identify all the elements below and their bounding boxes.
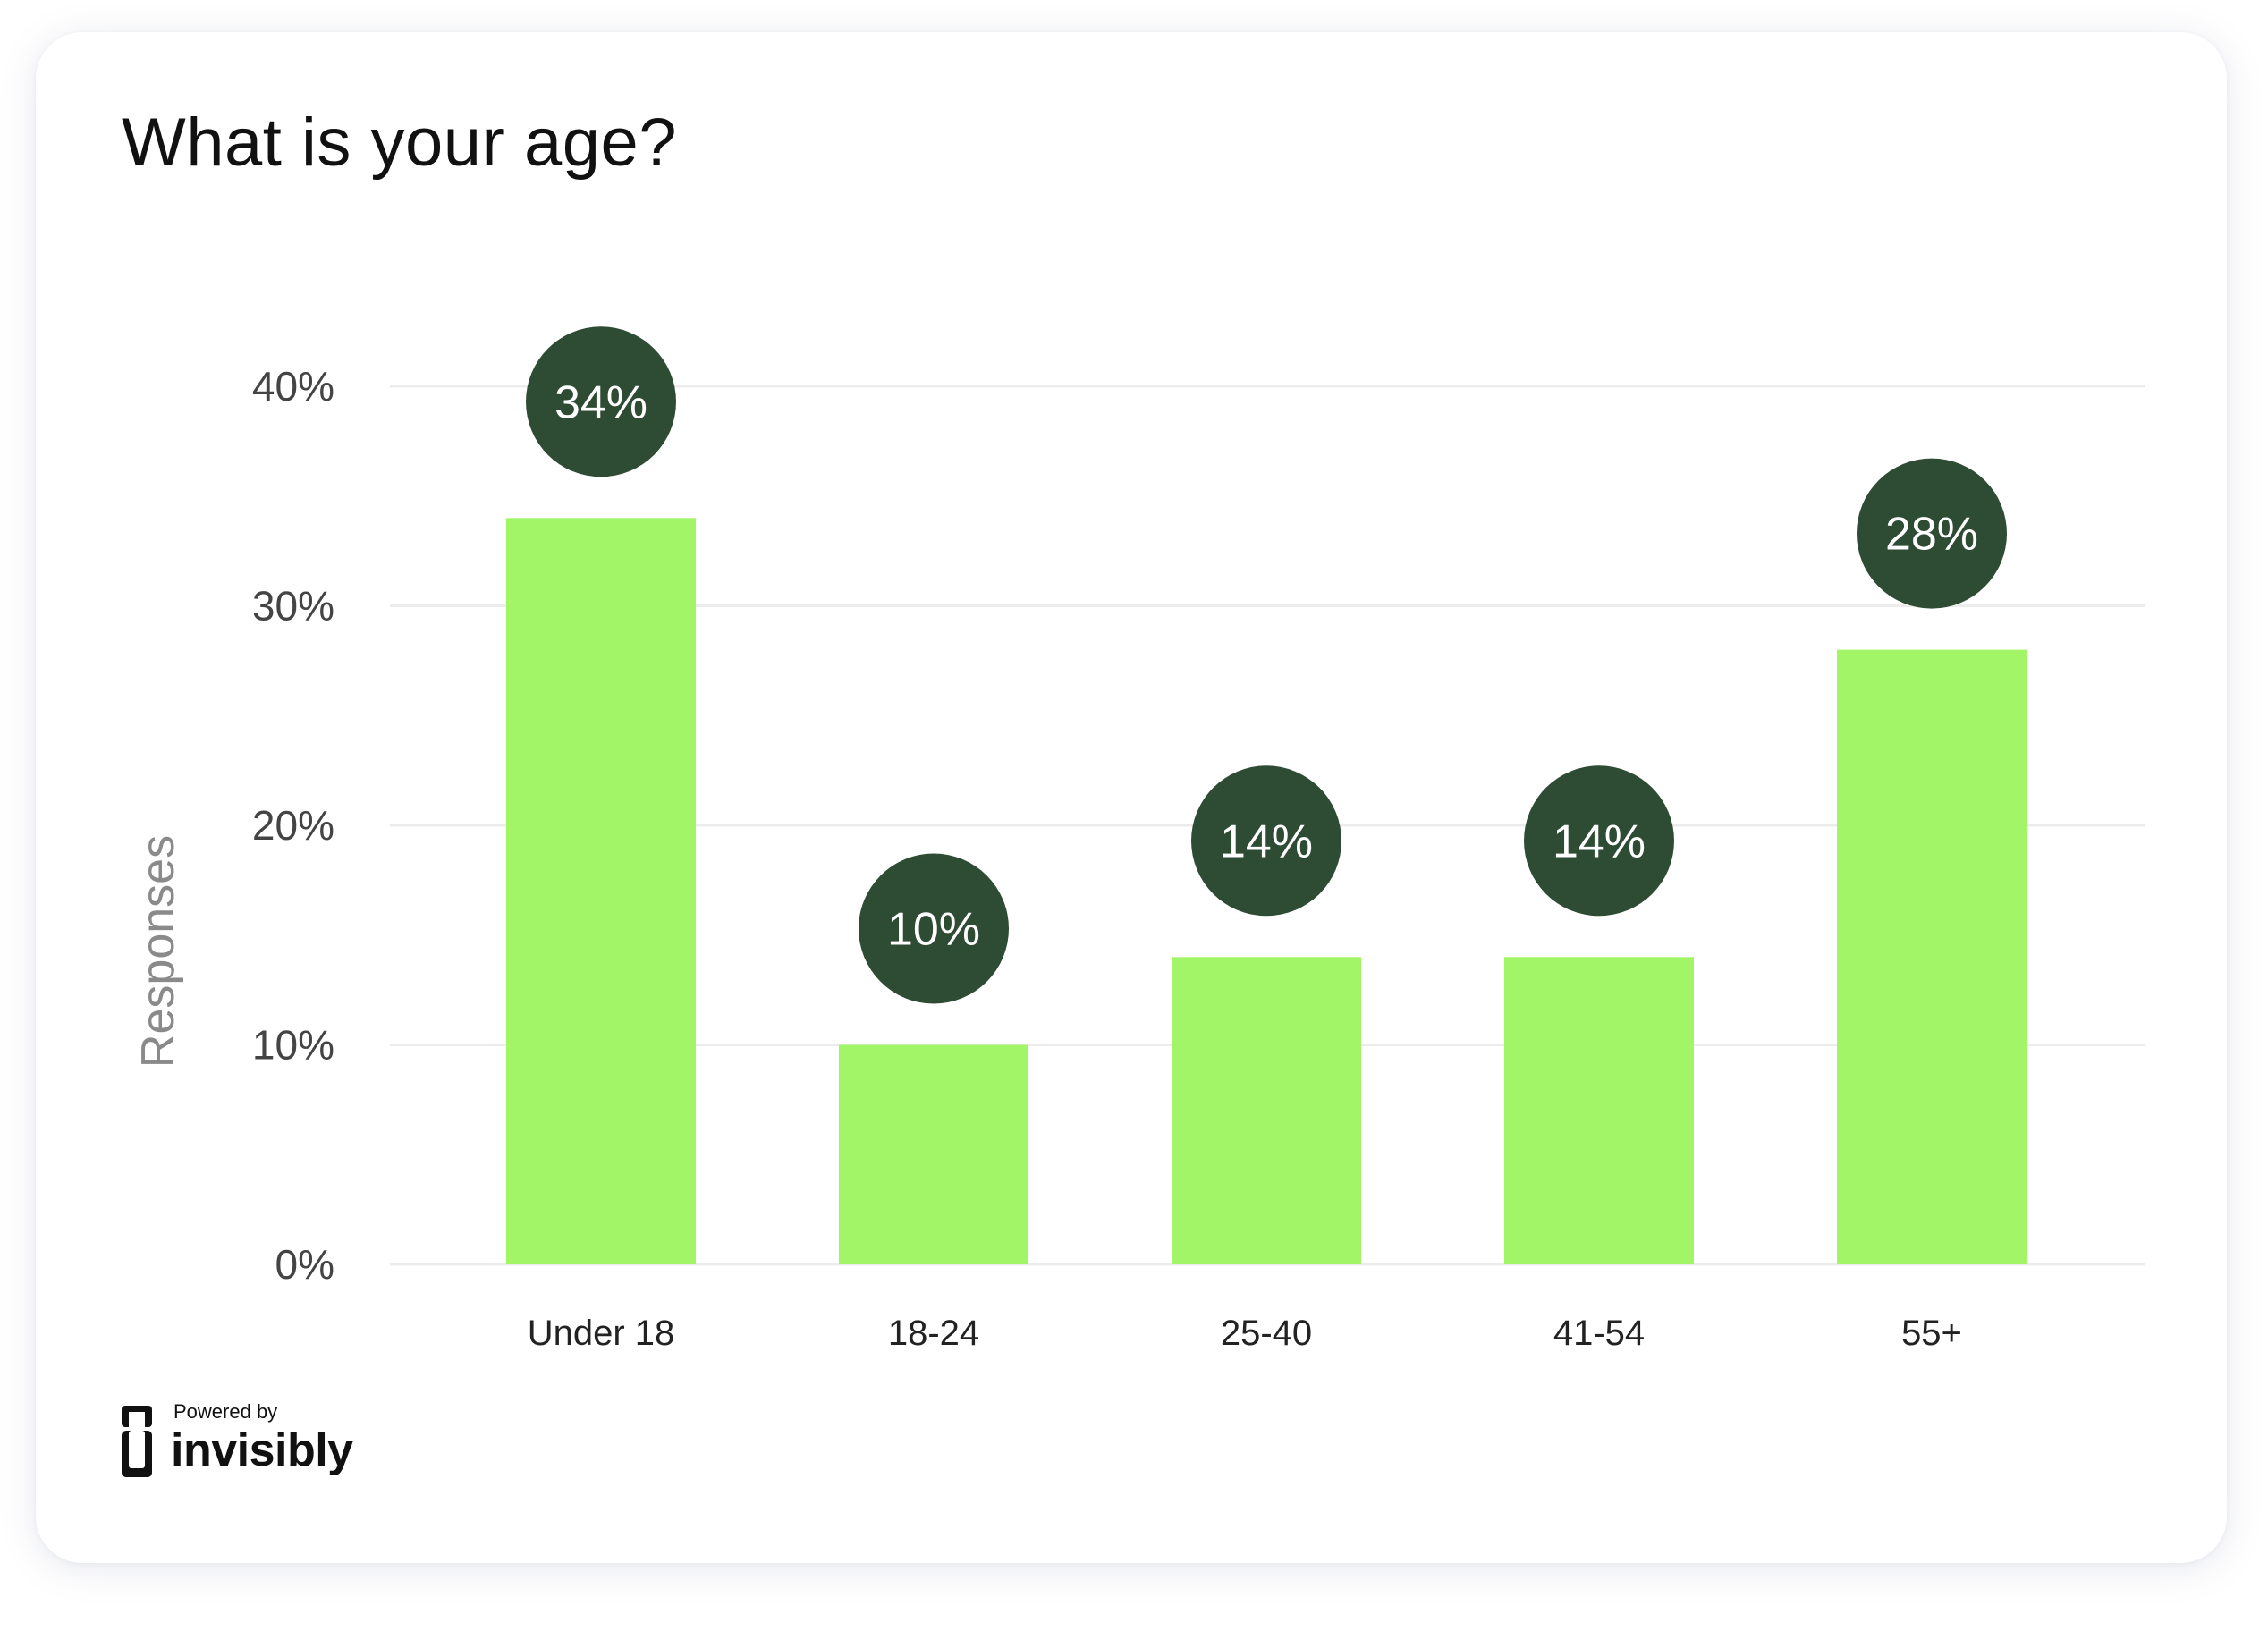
x-tick-label: Under 18 bbox=[528, 1314, 675, 1353]
value-badge bbox=[859, 853, 1009, 1004]
y-tick-label: 20% bbox=[252, 802, 334, 849]
bar bbox=[1504, 957, 1694, 1264]
data-label: 34% bbox=[554, 376, 647, 428]
data-label: 10% bbox=[887, 904, 980, 956]
y-tick-label: 30% bbox=[252, 583, 334, 630]
y-tick-label: 40% bbox=[252, 363, 334, 410]
powered-by-label: Powered by bbox=[173, 1400, 278, 1423]
data-label: 14% bbox=[1220, 816, 1313, 867]
bar bbox=[1837, 649, 2027, 1264]
data-label: 14% bbox=[1553, 816, 1646, 867]
value-badge bbox=[526, 326, 676, 477]
y-axis-label: Responses bbox=[132, 835, 184, 1068]
value-badge bbox=[1524, 765, 1674, 917]
powered-by-branding: Powered by invisibly bbox=[122, 1400, 390, 1481]
x-tick-label: 55+ bbox=[1901, 1314, 1962, 1353]
bar bbox=[839, 1044, 1028, 1264]
y-tick-label: 0% bbox=[275, 1241, 334, 1288]
x-tick-label: 18-24 bbox=[888, 1314, 979, 1353]
x-tick-label: 41-54 bbox=[1553, 1314, 1645, 1353]
value-badge bbox=[1191, 765, 1341, 917]
invisibly-logo-icon bbox=[122, 1406, 152, 1477]
brand-name: invisibly bbox=[171, 1424, 353, 1476]
bar bbox=[506, 518, 696, 1264]
data-label: 28% bbox=[1885, 509, 1978, 561]
value-badge bbox=[1857, 458, 2007, 609]
x-tick-label: 25-40 bbox=[1221, 1314, 1312, 1353]
bar bbox=[1172, 957, 1361, 1264]
y-tick-label: 10% bbox=[252, 1022, 334, 1069]
chart-title: What is your age? bbox=[122, 105, 678, 181]
